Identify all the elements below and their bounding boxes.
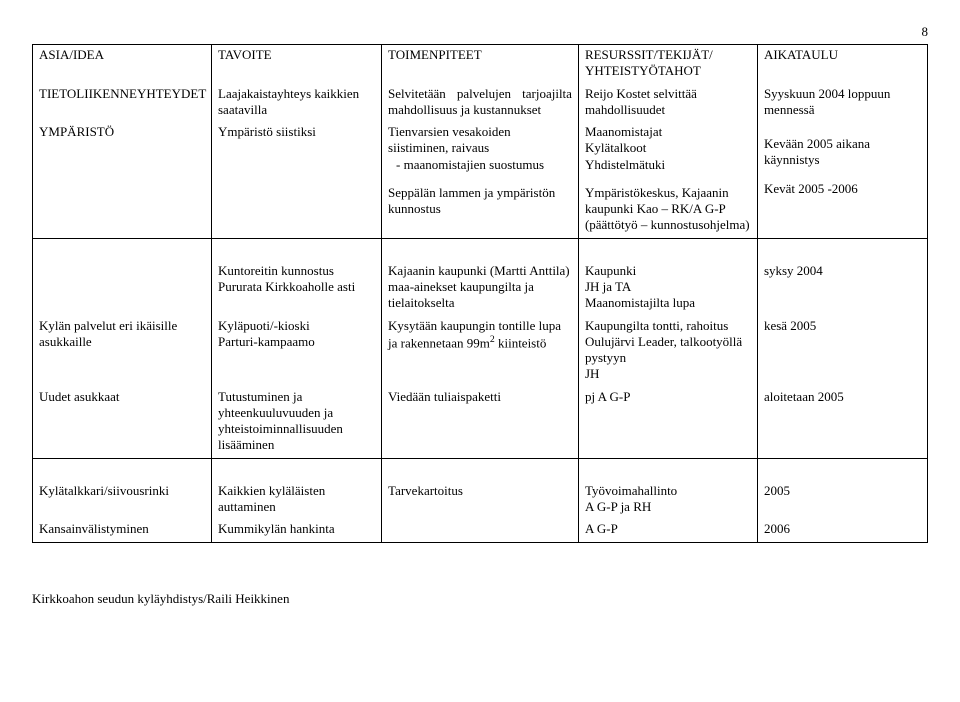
cell-aikataulu: aloitetaan 2005 bbox=[757, 387, 927, 459]
cell-text: Kevät 2005 -2006 bbox=[764, 181, 921, 197]
table-row: Kylätalkkari/siivousrinki Kaikkien kyläl… bbox=[33, 481, 928, 520]
cell-aikataulu: Syyskuun 2004 loppuun mennessä bbox=[757, 84, 927, 123]
col-header-toimenpiteet: TOIMENPITEET bbox=[382, 45, 579, 84]
cell-text: Kyläpuoti/-kioski bbox=[218, 318, 375, 334]
cell-toimenpiteet bbox=[382, 519, 579, 542]
table-row: Kansainvälistyminen Kummikylän hankinta … bbox=[33, 519, 928, 542]
footer-text: Kirkkoahon seudun kyläyhdistys/Raili Hei… bbox=[32, 591, 928, 607]
cell-text: Ympäristökeskus, Kajaanin kaupunki Kao –… bbox=[585, 185, 751, 234]
cell-aikataulu: 2006 bbox=[757, 519, 927, 542]
cell-resurssit: Työvoimahallinto A G-P ja RH bbox=[578, 481, 757, 520]
cell-asia: Uudet asukkaat bbox=[33, 387, 212, 459]
cell-asia: TIETOLIIKENNEYHTEYDET bbox=[33, 84, 212, 123]
col-header-aikataulu: AIKATAULU bbox=[757, 45, 927, 84]
cell-aikataulu: Kevään 2005 aikana käynnistys Kevät 2005… bbox=[757, 122, 927, 238]
cell-text: Työvoimahallinto bbox=[585, 483, 751, 499]
cell-resurssit: Reijo Kostet selvittää mahdollisuudet bbox=[578, 84, 757, 123]
table-row: Uudet asukkaat Tutustuminen ja yhteenkuu… bbox=[33, 387, 928, 459]
col-header-resurssit-b: YHTEISTYÖTAHOT bbox=[585, 63, 701, 78]
cell-tavoite: Kuntoreitin kunnostus Pururata Kirkkoaho… bbox=[212, 261, 382, 316]
cell-toimenpiteet: Selvitetään palvelujen tarjoajilta mahdo… bbox=[382, 84, 579, 123]
cell-text: Kaupunki bbox=[585, 263, 751, 279]
cell-resurssit: Kaupungilta tontti, rahoitus Oulujärvi L… bbox=[578, 316, 757, 387]
cell-text: JH bbox=[585, 366, 751, 382]
cell-asia: YMPÄRISTÖ bbox=[33, 122, 212, 238]
cell-toimenpiteet: Kysytään kaupungin tontille lupa ja rake… bbox=[382, 316, 579, 387]
cell-resurssit: pj A G-P bbox=[578, 387, 757, 459]
col-header-tavoite: TAVOITE bbox=[212, 45, 382, 84]
col-header-resurssit: RESURSSIT/TEKIJÄT/ YHTEISTYÖTAHOT bbox=[578, 45, 757, 84]
cell-text-b: kiinteistö bbox=[495, 335, 547, 350]
cell-text: Kaupungilta tontti, rahoitus Oulujärvi L… bbox=[585, 318, 751, 367]
table-header-row: ASIA/IDEA TAVOITE TOIMENPITEET RESURSSIT… bbox=[33, 45, 928, 84]
cell-tavoite: Kyläpuoti/-kioski Parturi-kampaamo bbox=[212, 316, 382, 387]
cell-resurssit: A G-P bbox=[578, 519, 757, 542]
table-row-spacer bbox=[33, 238, 928, 261]
cell-bullet: - maanomistajien suostumus bbox=[388, 157, 572, 173]
table-row: Kuntoreitin kunnostus Pururata Kirkkoaho… bbox=[33, 261, 928, 316]
col-header-asia: ASIA/IDEA bbox=[33, 45, 212, 84]
table-row: TIETOLIIKENNEYHTEYDET Laajakaistayhteys … bbox=[33, 84, 928, 123]
plan-table: ASIA/IDEA TAVOITE TOIMENPITEET RESURSSIT… bbox=[32, 44, 928, 543]
cell-asia: Kylätalkkari/siivousrinki bbox=[33, 481, 212, 520]
table-row: YMPÄRISTÖ Ympäristö siistiksi Tienvarsie… bbox=[33, 122, 928, 238]
cell-resurssit: Maanomistajat Kylätalkoot Yhdistelmätuki… bbox=[578, 122, 757, 238]
cell-tavoite: Tutustuminen ja yhteenkuuluvuuden ja yht… bbox=[212, 387, 382, 459]
cell-text: Maanomistajilta lupa bbox=[585, 295, 751, 311]
cell-tavoite: Kummikylän hankinta bbox=[212, 519, 382, 542]
cell-text: Selvitetään palvelujen tarjoajilta mahdo… bbox=[388, 86, 572, 117]
cell-text: Yhdistelmätuki bbox=[585, 157, 751, 173]
cell-toimenpiteet: Tienvarsien vesakoiden siistiminen, raiv… bbox=[382, 122, 579, 238]
table-row-spacer bbox=[33, 458, 928, 481]
cell-tavoite: Laajakaistayhteys kaikkien saatavilla bbox=[212, 84, 382, 123]
cell-toimenpiteet: Viedään tuliaispaketti bbox=[382, 387, 579, 459]
cell-text: Parturi-kampaamo bbox=[218, 334, 375, 350]
cell-text: Maanomistajat bbox=[585, 124, 751, 140]
cell-aikataulu: 2005 bbox=[757, 481, 927, 520]
cell-resurssit: Kaupunki JH ja TA Maanomistajilta lupa bbox=[578, 261, 757, 316]
col-header-resurssit-a: RESURSSIT/TEKIJÄT/ bbox=[585, 47, 713, 62]
cell-asia: Kansainvälistyminen bbox=[33, 519, 212, 542]
cell-text: Kevään 2005 aikana käynnistys bbox=[764, 136, 921, 169]
cell-text: Syyskuun 2004 loppuun mennessä bbox=[764, 86, 890, 117]
cell-text: A G-P ja RH bbox=[585, 499, 751, 515]
table-row: Kylän palvelut eri ikäisille asukkaille … bbox=[33, 316, 928, 387]
cell-text: Kylätalkoot bbox=[585, 140, 751, 156]
page-number: 8 bbox=[32, 24, 928, 40]
cell-asia: Kylän palvelut eri ikäisille asukkaille bbox=[33, 316, 212, 387]
cell-tavoite: Kaikkien kyläläisten auttaminen bbox=[212, 481, 382, 520]
cell-toimenpiteet: Kajaanin kaupunki (Martti Anttila) maa-a… bbox=[382, 261, 579, 316]
cell-toimenpiteet: Tarvekartoitus bbox=[382, 481, 579, 520]
cell-text: Tienvarsien vesakoiden siistiminen, raiv… bbox=[388, 124, 572, 157]
cell-asia bbox=[33, 261, 212, 316]
cell-text: Seppälän lammen ja ympäristön kunnostus bbox=[388, 185, 572, 218]
cell-aikataulu: syksy 2004 bbox=[757, 261, 927, 316]
cell-tavoite: Ympäristö siistiksi bbox=[212, 122, 382, 238]
cell-text: JH ja TA bbox=[585, 279, 751, 295]
cell-aikataulu: kesä 2005 bbox=[757, 316, 927, 387]
cell-text: Reijo Kostet selvittää mahdollisuudet bbox=[585, 86, 697, 117]
